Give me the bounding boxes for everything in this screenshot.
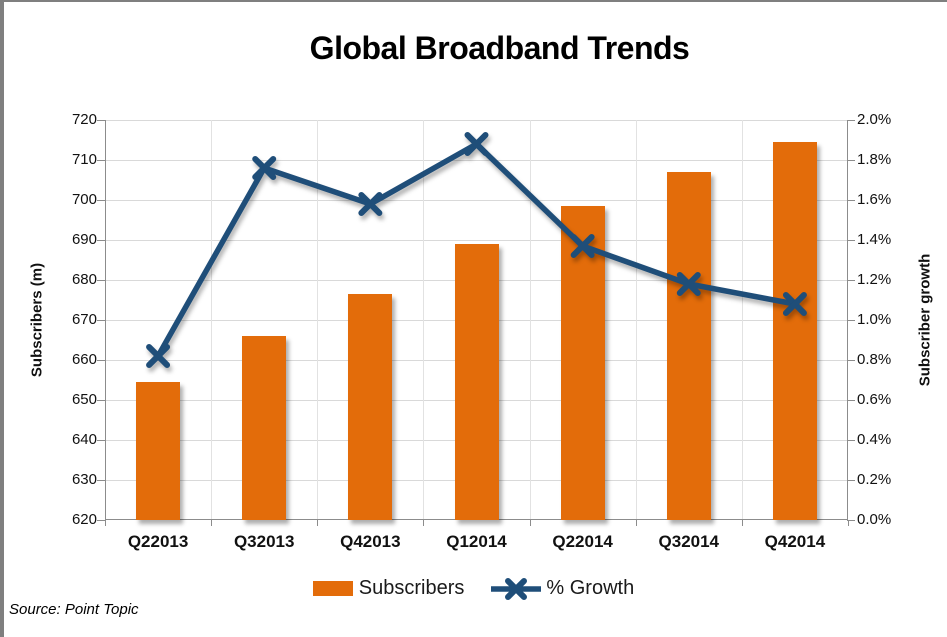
subscribers-bar-Q42013 (348, 294, 392, 520)
right-axis-tick-label: 0.8% (857, 351, 892, 368)
h-gridline (105, 160, 848, 161)
left-axis-tick (97, 120, 105, 121)
right-axis-tick (847, 360, 855, 361)
v-gridline (423, 120, 424, 520)
plot-area (105, 120, 848, 520)
legend: Subscribers % Growth (0, 577, 947, 600)
right-axis-tick-label: 0.6% (857, 391, 892, 408)
right-axis-tick-label: 2.0% (857, 111, 892, 128)
right-axis-tick (847, 440, 855, 441)
right-axis-tick (847, 240, 855, 241)
subscribers-bar-Q42014 (773, 142, 817, 520)
growth-marker-Q32013 (252, 156, 277, 180)
growth-line-layer (146, 132, 807, 368)
left-axis-tick (97, 160, 105, 161)
left-axis-tick-label: 660 (71, 351, 97, 368)
left-axis-tick (97, 200, 105, 201)
subscribers-bar-Q32014 (667, 172, 711, 520)
h-gridline (105, 120, 848, 121)
bottom-axis-tick (423, 520, 424, 526)
right-axis-tick-label: 1.2% (857, 271, 892, 288)
right-axis-title: Subscriber growth (916, 253, 934, 387)
right-axis-tick (847, 320, 855, 321)
right-axis-tick (847, 400, 855, 401)
v-gridline (636, 120, 637, 520)
right-axis-tick-label: 0.4% (857, 431, 892, 448)
subscribers-bar-Q12014 (455, 244, 499, 520)
legend-label-subscribers: Subscribers (358, 577, 465, 599)
category-label: Q42013 (340, 532, 401, 551)
right-axis-tick-label: 1.8% (857, 151, 892, 168)
left-axis-tick-label: 670 (71, 311, 97, 328)
subscribers-bar-Q22014 (561, 206, 605, 520)
left-axis-tick (97, 440, 105, 441)
right-axis-tick (847, 520, 855, 521)
bottom-axis-tick (848, 520, 849, 526)
left-axis-tick-label: 650 (71, 391, 97, 408)
right-axis-tick (847, 480, 855, 481)
right-axis-tick (847, 160, 855, 161)
category-label: Q22013 (127, 532, 189, 551)
legend-label-growth: % Growth (546, 577, 635, 599)
left-axis-tick (97, 320, 105, 321)
subscribers-swatch-icon (312, 581, 353, 596)
left-axis-tick (97, 480, 105, 481)
source-note: Source: Point Topic (9, 601, 139, 618)
right-axis-tick-label: 0.2% (857, 471, 892, 488)
left-axis-tick-label: 680 (71, 271, 97, 288)
growth-marker-Q12014 (464, 132, 489, 156)
right-axis-tick-label: 1.0% (857, 311, 892, 328)
left-axis-tick-label: 710 (71, 151, 97, 168)
category-label: Q32013 (233, 532, 295, 551)
frame-top-edge (0, 0, 947, 2)
frame-left-edge (0, 0, 4, 637)
right-axis-tick (847, 280, 855, 281)
category-label: Q32014 (658, 532, 720, 551)
v-gridline (211, 120, 212, 520)
left-axis-tick-label: 700 (71, 191, 97, 208)
growth-x-line-icon (491, 577, 542, 600)
bottom-axis-tick (317, 520, 318, 526)
right-axis-tick (847, 120, 855, 121)
growth-marker-Q22013 (146, 344, 171, 368)
growth-marker-Q42013 (358, 192, 383, 216)
v-gridline (530, 120, 531, 520)
left-axis-tick (97, 240, 105, 241)
growth-marker-Q22014 (570, 234, 595, 258)
v-gridline (742, 120, 743, 520)
left-axis-line (105, 120, 106, 520)
bottom-axis-tick (211, 520, 212, 526)
growth-marker-Q32014 (676, 272, 701, 296)
subscribers-bar-Q32013 (242, 336, 286, 520)
category-label: Q22014 (552, 532, 613, 551)
bottom-axis-tick (105, 520, 106, 526)
bottom-axis-tick (742, 520, 743, 526)
v-gridline (317, 120, 318, 520)
left-axis-tick (97, 520, 105, 521)
category-label: Q42014 (764, 532, 826, 551)
left-axis-tick (97, 360, 105, 361)
left-axis-tick-label: 720 (71, 111, 97, 128)
subscribers-bar-Q22013 (136, 382, 180, 520)
chart-title: Global Broadband Trends (309, 30, 690, 66)
right-axis-tick-label: 1.4% (857, 231, 892, 248)
right-axis-tick-label: 1.6% (857, 191, 892, 208)
category-label: Q12014 (446, 532, 507, 551)
h-gridline (105, 240, 848, 241)
right-axis-tick (847, 200, 855, 201)
left-axis-tick-label: 640 (71, 431, 97, 448)
growth-marker-Q42014 (782, 292, 807, 316)
h-gridline (105, 200, 848, 201)
left-axis-tick-label: 630 (71, 471, 97, 488)
left-axis-tick-label: 690 (71, 231, 97, 248)
left-axis-tick (97, 400, 105, 401)
bottom-axis-tick (530, 520, 531, 526)
right-axis-tick-label: 0.0% (857, 511, 892, 528)
bottom-axis-tick (636, 520, 637, 526)
left-axis-tick-label: 620 (71, 511, 97, 528)
left-axis-tick (97, 280, 105, 281)
